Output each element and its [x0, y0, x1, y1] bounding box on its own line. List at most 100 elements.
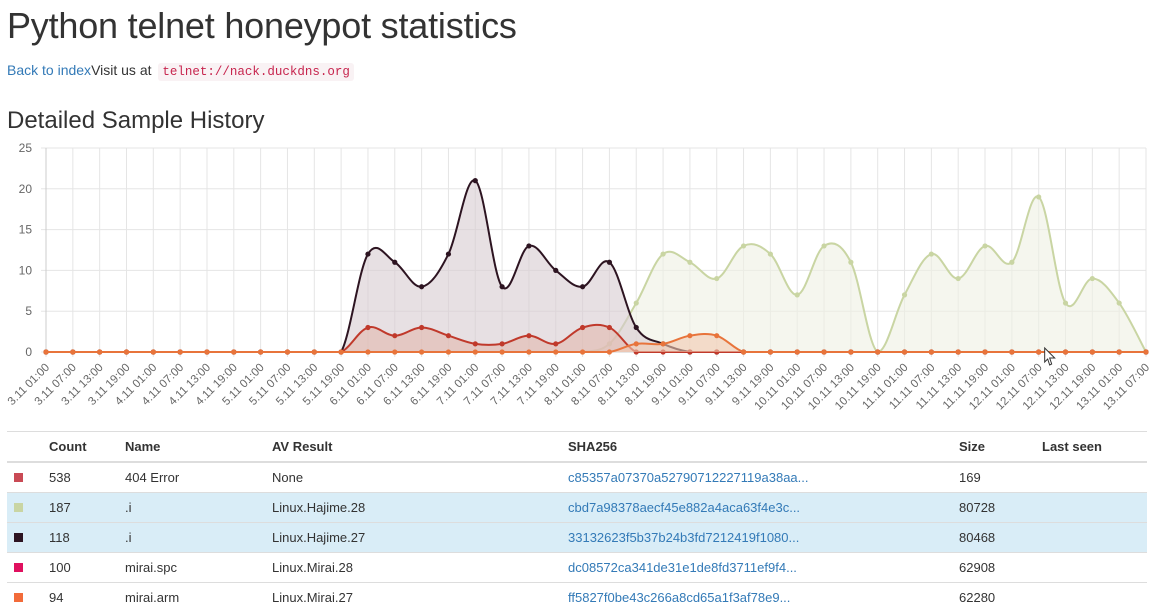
count-cell: 187: [49, 493, 125, 523]
name-cell: .i: [125, 493, 272, 523]
col-header-last-seen[interactable]: Last seen: [1042, 432, 1147, 463]
data-point: [365, 325, 370, 330]
data-point: [419, 284, 424, 289]
col-header-count[interactable]: Count: [49, 432, 125, 463]
data-point: [1090, 276, 1095, 281]
page-title: Python telnet honeypot statistics: [7, 5, 517, 47]
data-point: [553, 349, 558, 354]
sha256-link[interactable]: c85357a07370a52790712227119a38aa...: [568, 470, 809, 485]
y-tick-label: 15: [19, 223, 33, 237]
series-color-swatch: [14, 593, 23, 602]
col-header-sha256[interactable]: SHA256: [568, 432, 959, 463]
data-point: [526, 349, 531, 354]
data-point: [875, 349, 880, 354]
y-tick-label: 25: [19, 141, 33, 155]
sha256-link[interactable]: cbd7a98378aecf45e882a4aca63f4e3c...: [568, 500, 800, 515]
data-point: [473, 349, 478, 354]
color-cell: [7, 523, 49, 553]
data-point: [178, 349, 183, 354]
size-cell: 80468: [959, 523, 1042, 553]
size-cell: 62908: [959, 553, 1042, 583]
sha256-link[interactable]: dc08572ca341de31e1de8fd3711ef9f4...: [568, 560, 797, 575]
color-cell: [7, 462, 49, 493]
data-point: [446, 349, 451, 354]
data-point: [580, 325, 585, 330]
col-header-name[interactable]: Name: [125, 432, 272, 463]
back-to-index-link[interactable]: Back to index: [7, 62, 91, 78]
color-cell: [7, 493, 49, 523]
data-point: [1090, 349, 1095, 354]
data-point: [1063, 300, 1068, 305]
data-point: [258, 349, 263, 354]
series-color-swatch: [14, 503, 23, 512]
sha256-cell[interactable]: dc08572ca341de31e1de8fd3711ef9f4...: [568, 553, 959, 583]
data-point: [607, 260, 612, 265]
samples-table: Count Name AV Result SHA256 Size Last se…: [7, 431, 1147, 612]
data-point: [580, 284, 585, 289]
count-cell: 100: [49, 553, 125, 583]
last-seen-cell: [1042, 553, 1147, 583]
color-cell: [7, 553, 49, 583]
telnet-address: telnet://nack.duckdns.org: [158, 63, 354, 81]
subheader: Back to indexVisit us at telnet://nack.d…: [7, 60, 354, 82]
last-seen-cell: [1042, 462, 1147, 493]
data-point: [204, 349, 209, 354]
data-point: [365, 251, 370, 256]
data-point: [741, 243, 746, 248]
data-point: [848, 349, 853, 354]
data-point: [446, 333, 451, 338]
data-point: [902, 292, 907, 297]
data-point: [982, 243, 987, 248]
data-point: [97, 349, 102, 354]
data-point: [526, 243, 531, 248]
data-point: [1036, 349, 1041, 354]
data-point: [392, 333, 397, 338]
data-point: [982, 349, 987, 354]
data-point: [660, 341, 665, 346]
data-point: [660, 251, 665, 256]
data-point: [392, 349, 397, 354]
size-cell: 169: [959, 462, 1042, 493]
data-point: [848, 260, 853, 265]
data-point: [1009, 349, 1014, 354]
count-cell: 118: [49, 523, 125, 553]
data-point: [634, 300, 639, 305]
data-point: [580, 349, 585, 354]
sha256-cell[interactable]: 33132623f5b37b24b3fd7212419f1080...: [568, 523, 959, 553]
av-result-cell: Linux.Hajime.27: [272, 523, 568, 553]
section-title: Detailed Sample History: [7, 107, 264, 135]
data-point: [124, 349, 129, 354]
data-point: [714, 333, 719, 338]
sha256-cell[interactable]: cbd7a98378aecf45e882a4aca63f4e3c...: [568, 493, 959, 523]
data-point: [392, 260, 397, 265]
col-header-av-result[interactable]: AV Result: [272, 432, 568, 463]
size-cell: 80728: [959, 493, 1042, 523]
y-tick-label: 0: [25, 345, 32, 359]
data-point: [607, 349, 612, 354]
y-tick-label: 20: [19, 182, 33, 196]
sha256-cell[interactable]: c85357a07370a52790712227119a38aa...: [568, 462, 959, 493]
col-header-size[interactable]: Size: [959, 432, 1042, 463]
data-point: [956, 276, 961, 281]
sha256-link[interactable]: ff5827f0be43c266a8cd65a1f3af78e9...: [568, 590, 790, 605]
data-point: [43, 349, 48, 354]
series-color-swatch: [14, 533, 23, 542]
data-point: [553, 341, 558, 346]
data-point: [151, 349, 156, 354]
data-point: [499, 284, 504, 289]
data-point: [1117, 349, 1122, 354]
data-point: [607, 325, 612, 330]
data-point: [526, 333, 531, 338]
sha256-link[interactable]: 33132623f5b37b24b3fd7212419f1080...: [568, 530, 799, 545]
table-header-row: Count Name AV Result SHA256 Size Last se…: [7, 432, 1147, 463]
data-point: [634, 325, 639, 330]
data-point: [929, 349, 934, 354]
data-point: [821, 243, 826, 248]
data-point: [365, 349, 370, 354]
data-point: [499, 341, 504, 346]
data-point: [956, 349, 961, 354]
